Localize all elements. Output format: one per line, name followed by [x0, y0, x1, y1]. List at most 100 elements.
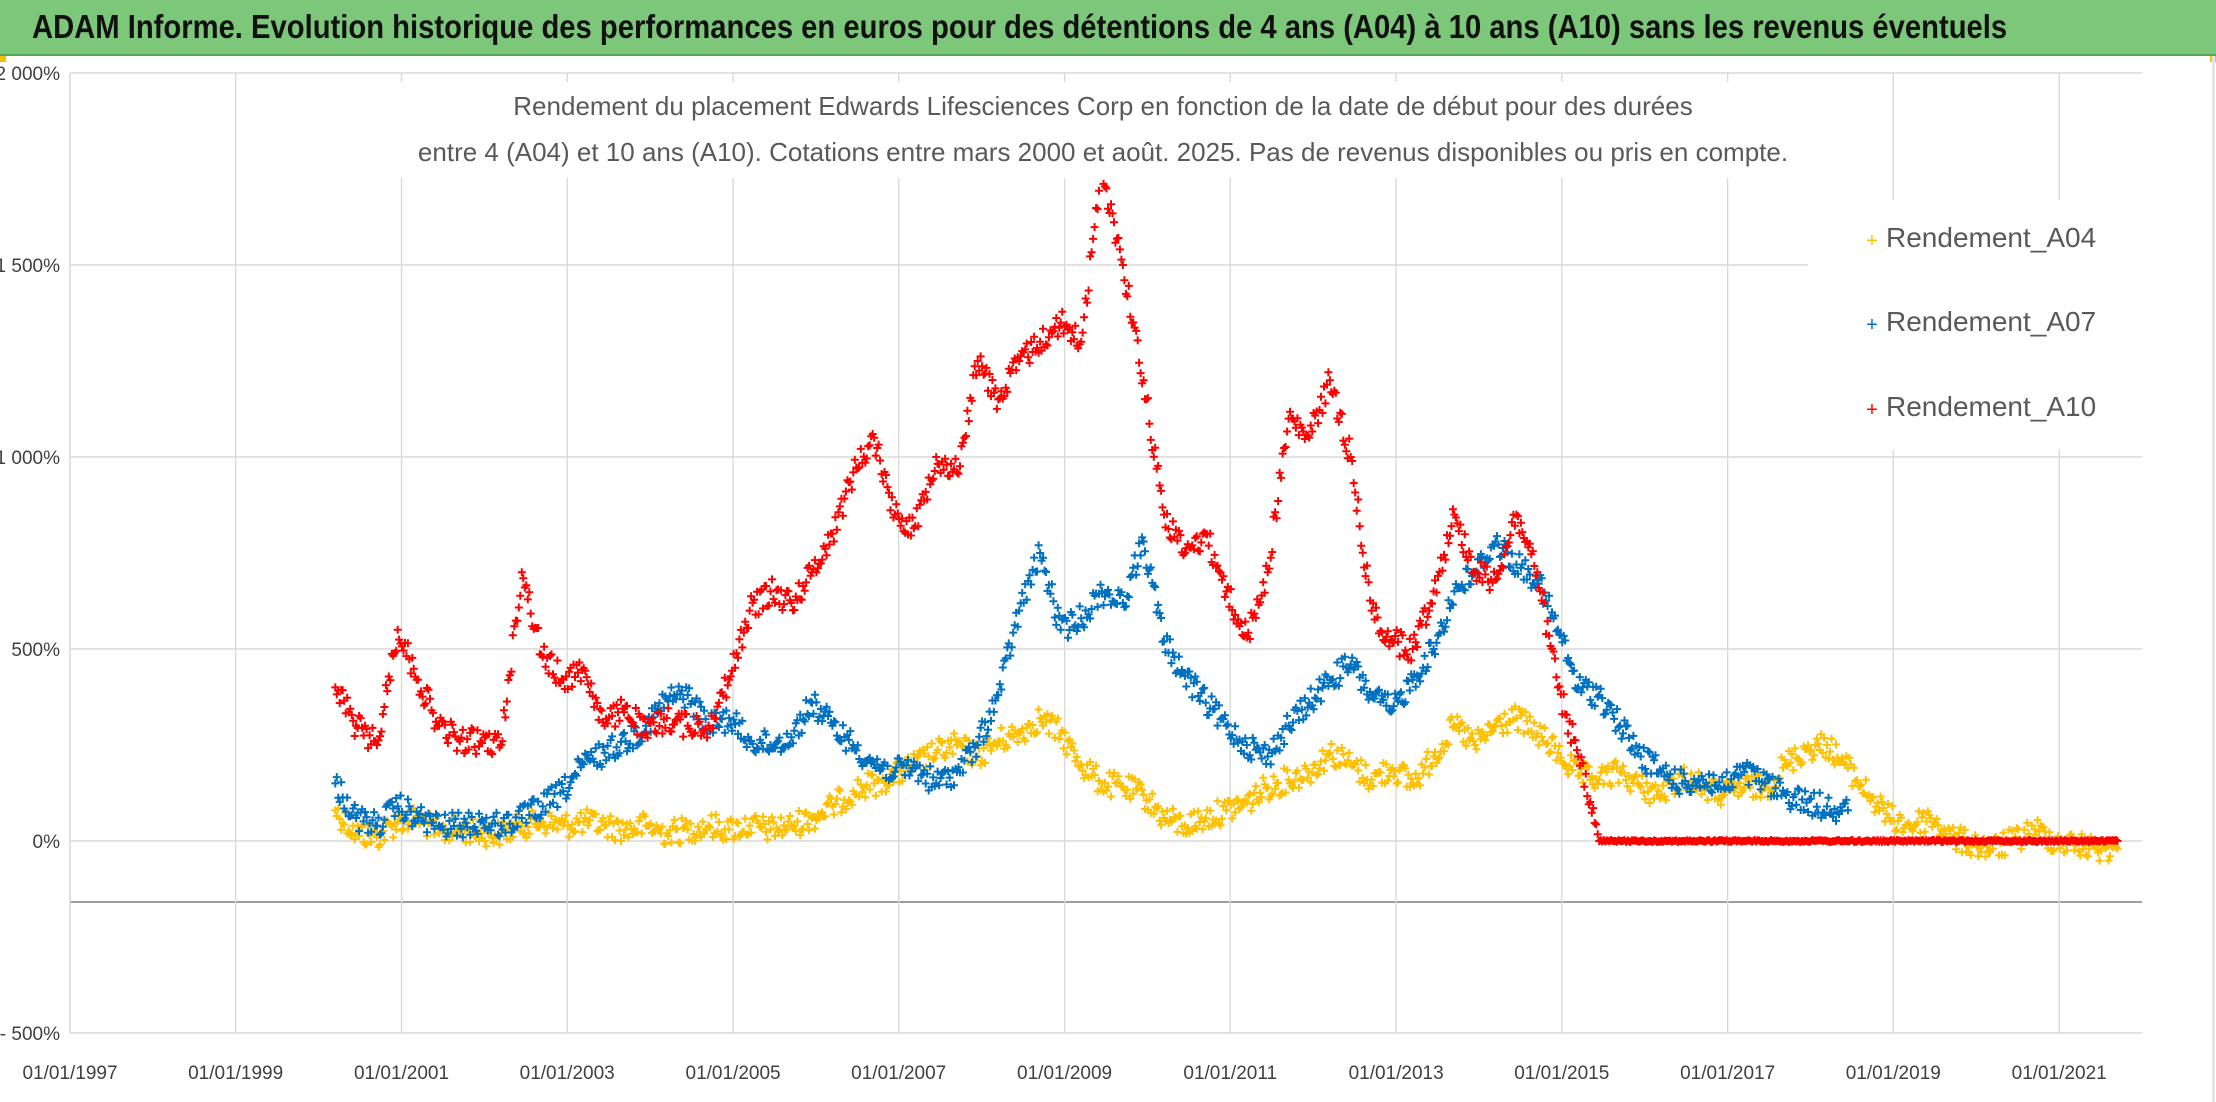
point-a04: [1916, 828, 1925, 837]
point-a07: [950, 781, 958, 790]
chart-title-line-2: entre 4 (A04) et 10 ans (A10). Cotations…: [418, 137, 1788, 167]
point-a04: [1521, 708, 1530, 716]
point-a10: [568, 682, 577, 691]
point-a07: [1673, 785, 1682, 794]
x-axis-tick-labels: 01/01/1997 01/01/1999 01/01/2001 01/01/2003…: [22, 1063, 2106, 1084]
point-a07: [608, 732, 617, 741]
point-a04: [1960, 825, 1969, 834]
point-a07: [1448, 600, 1457, 609]
point-a04: [896, 766, 905, 775]
point-a04: [799, 825, 808, 833]
point-a04: [1516, 711, 1525, 720]
point-a07: [628, 744, 637, 753]
point-a07: [1524, 565, 1533, 573]
point-a04: [1231, 808, 1240, 817]
point-a07: [525, 811, 534, 820]
point-a04: [376, 840, 384, 849]
point-a04: [745, 821, 754, 830]
point-a10: [932, 453, 941, 461]
point-a10: [766, 587, 775, 596]
legend-marker-a10: +: [1866, 399, 1878, 421]
point-a10: [1416, 616, 1425, 625]
point-a04: [1496, 714, 1504, 723]
point-a10: [841, 487, 850, 496]
point-a04: [1425, 770, 1434, 779]
point-a07: [674, 682, 683, 691]
point-a07: [776, 747, 785, 756]
point-a07: [714, 723, 723, 731]
point-a04: [1358, 774, 1367, 782]
point-a10: [1173, 536, 1182, 545]
point-a04: [871, 791, 880, 800]
point-a10: [1114, 234, 1123, 242]
point-a04: [1229, 799, 1238, 808]
point-a10: [1174, 526, 1183, 535]
point-a07: [987, 716, 995, 725]
point-a07: [732, 709, 741, 718]
point-a10: [1361, 572, 1370, 581]
point-a10: [338, 686, 347, 695]
point-a04: [1382, 760, 1391, 769]
point-a07: [600, 748, 609, 757]
point-a10: [885, 488, 893, 497]
legend-item-a07: + Rendement_A07: [1866, 306, 2096, 337]
point-a07: [1432, 638, 1441, 647]
point-a07: [979, 737, 988, 746]
point-a07: [368, 816, 377, 825]
point-a04: [2045, 828, 2054, 837]
point-a04: [1248, 800, 1257, 808]
point-a07: [1068, 610, 1077, 619]
point-a04: [1561, 760, 1570, 769]
point-a04: [834, 785, 843, 794]
point-a10: [850, 455, 859, 464]
point-a04: [1367, 775, 1376, 784]
point-a04: [2095, 856, 2104, 865]
point-a07: [1086, 614, 1095, 623]
point-a10: [406, 669, 415, 678]
point-a10: [1102, 184, 1111, 193]
point-a10: [384, 672, 393, 681]
point-a07: [921, 779, 930, 788]
point-a07: [787, 733, 796, 742]
point-a04: [1315, 764, 1324, 773]
point-a04: [1306, 778, 1315, 787]
point-a04: [646, 819, 655, 828]
point-a04: [1361, 761, 1370, 769]
point-a10: [458, 725, 467, 734]
point-a10: [1222, 587, 1231, 596]
point-a10: [1543, 617, 1552, 626]
point-a04: [1578, 778, 1587, 787]
point-a04: [1269, 772, 1278, 781]
point-a10: [346, 704, 355, 713]
point-a07: [535, 814, 544, 823]
point-a07: [1334, 681, 1343, 690]
point-a04: [1827, 734, 1836, 743]
point-a10: [380, 703, 389, 711]
point-a04: [1837, 754, 1846, 763]
point-a04: [578, 828, 587, 837]
point-a07: [1093, 602, 1102, 611]
point-a07: [466, 830, 475, 839]
point-a07: [1490, 541, 1498, 550]
point-a07: [742, 743, 751, 751]
point-a10: [1115, 245, 1124, 254]
point-a07: [841, 746, 850, 755]
point-a07: [597, 762, 606, 771]
point-a04: [747, 828, 756, 837]
point-a07: [1121, 602, 1130, 611]
point-a04: [778, 831, 787, 840]
x-tick-label: 01/01/2015: [1514, 1063, 1609, 1084]
point-a07: [374, 813, 383, 822]
point-a10: [1136, 369, 1145, 378]
point-a04: [1500, 709, 1509, 718]
point-a04: [495, 840, 504, 849]
point-a04: [2020, 825, 2029, 834]
point-a07: [796, 710, 805, 719]
point-a10: [1340, 440, 1349, 449]
point-a10: [651, 727, 659, 736]
point-a07: [989, 707, 998, 716]
point-a10: [1158, 503, 1167, 512]
point-a04: [1293, 766, 1302, 775]
point-a10: [906, 531, 915, 540]
point-a10: [1220, 592, 1229, 601]
